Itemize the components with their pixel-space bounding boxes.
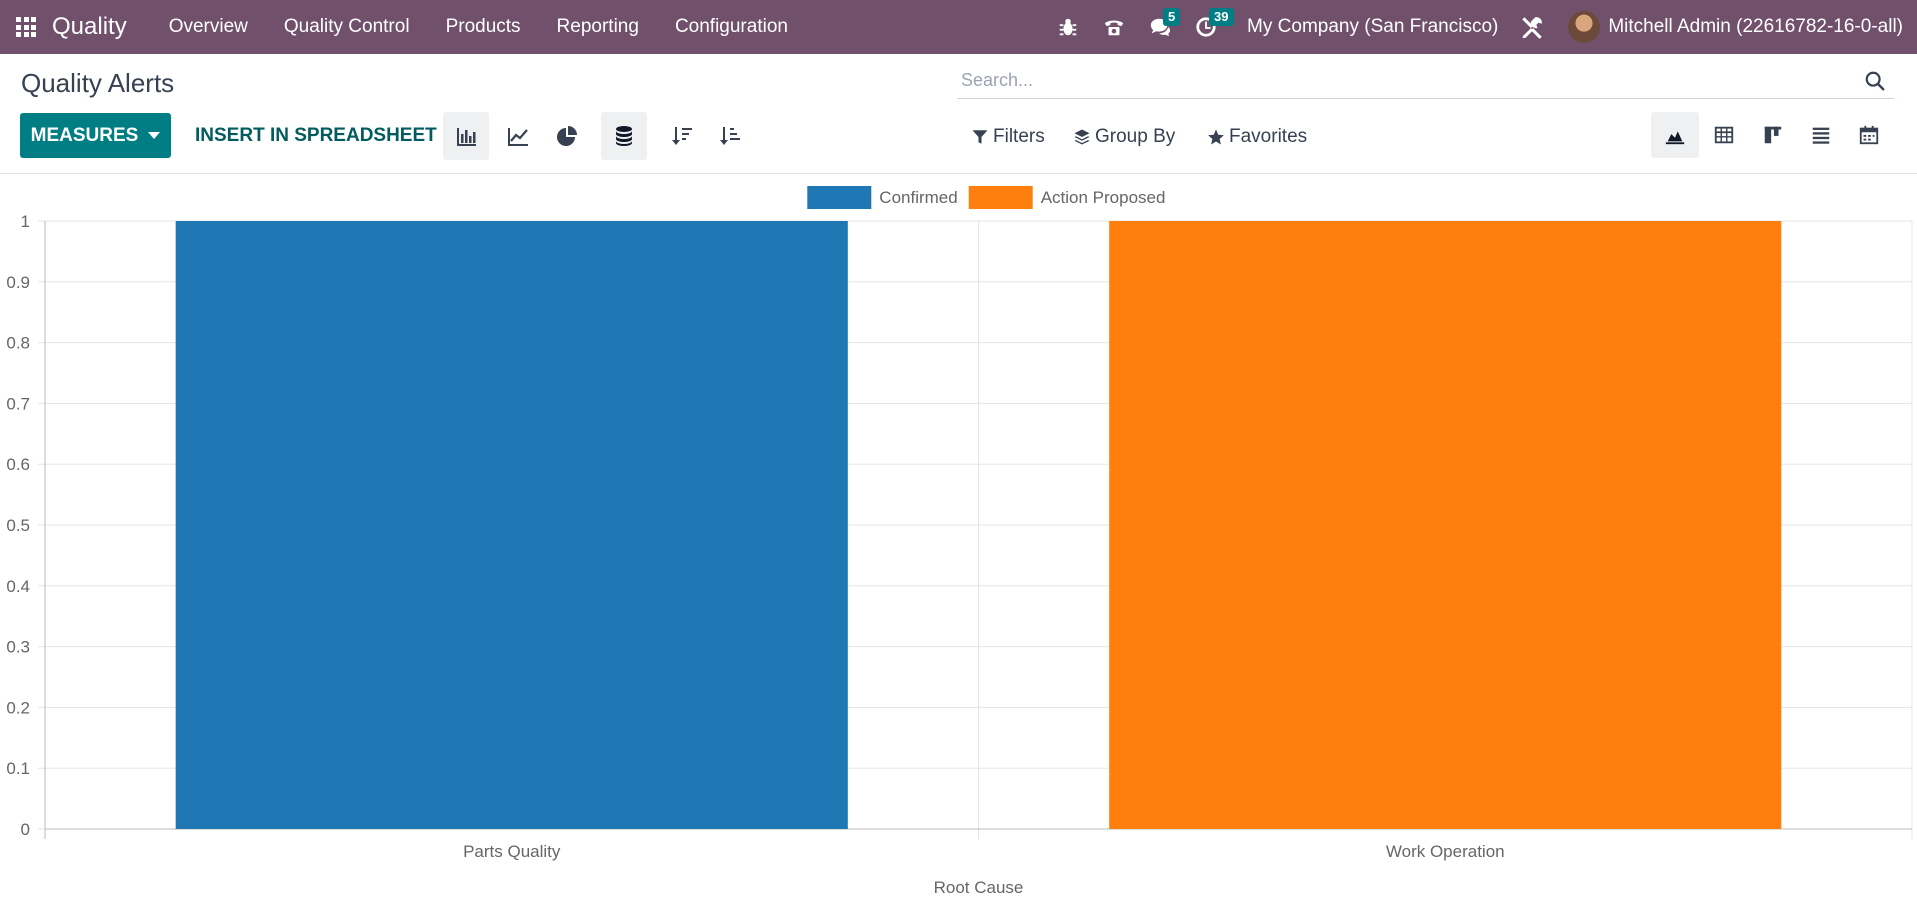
graph-view: 0 0.1 0.2 0.3 0.4 0.5 0.6 0.7 0.8 0.9 1 Parts Quali… (0, 174, 1917, 903)
menu-item-quality-control[interactable]: Quality Control (283, 16, 410, 37)
bar-chart: 0 0.1 0.2 0.3 0.4 0.5 0.6 0.7 0.8 0.9 1 Parts Quali… (6, 186, 1913, 897)
y-tick-label: 0.6 (6, 455, 30, 474)
group-by-label: Group By (1095, 126, 1176, 147)
y-tick-label: 1 (21, 212, 30, 231)
bar-chart-button[interactable] (443, 112, 489, 160)
bar-confirmed (175, 221, 848, 829)
legend-swatch (807, 186, 872, 209)
menu-item-overview[interactable]: Overview (168, 16, 248, 37)
debug-bug-icon[interactable] (1045, 0, 1091, 54)
y-tick-label: 0.8 (6, 334, 30, 353)
top-navbar: Quality Overview Quality Control Product… (0, 0, 1917, 54)
y-tick-label: 0.1 (6, 759, 30, 778)
sort-ascending-icon (720, 127, 740, 145)
table-icon (1714, 126, 1734, 144)
favorites-label: Favorites (1229, 126, 1308, 147)
app-brand[interactable]: Quality (52, 13, 127, 40)
filter-icon (972, 130, 988, 144)
systray: 5 39 My Company (San Francisco) Mitchell… (1045, 0, 1917, 54)
y-tick-label: 0.7 (6, 394, 30, 413)
stacked-toggle-button[interactable] (601, 112, 647, 160)
view-kanban-button[interactable] (1749, 112, 1797, 158)
user-menu[interactable]: Mitchell Admin (22616782-16-0-all) (1552, 11, 1917, 43)
avatar (1568, 11, 1601, 43)
filters-label: Filters (993, 126, 1045, 147)
view-calendar-button[interactable] (1845, 112, 1893, 158)
kanban-icon (1764, 126, 1782, 144)
favorites-button[interactable]: Favorites (1207, 124, 1307, 150)
area-chart-icon (1665, 131, 1685, 145)
y-tick-label: 0.5 (6, 516, 30, 535)
activities-count-badge: 39 (1209, 8, 1234, 26)
star-icon (1208, 129, 1224, 145)
pie-chart-icon (557, 126, 577, 146)
app-menu-icon[interactable] (0, 0, 52, 54)
layers-icon (1074, 129, 1090, 145)
legend-swatch (968, 186, 1033, 209)
x-axis-title: Root Cause (934, 878, 1024, 897)
bar-action-proposed (1109, 221, 1782, 829)
list-icon (1812, 127, 1830, 144)
menu-item-configuration[interactable]: Configuration (674, 16, 788, 37)
view-list-button[interactable] (1797, 112, 1845, 158)
y-tick-label: 0.2 (6, 698, 30, 717)
search-bar (957, 63, 1894, 99)
messages-count-badge: 5 (1163, 8, 1181, 26)
x-tick-label: Parts Quality (463, 842, 561, 861)
sort-ascending-button[interactable] (707, 112, 753, 160)
insert-in-spreadsheet-button[interactable]: INSERT IN SPREADSHEET (195, 124, 437, 146)
view-graph-button[interactable] (1651, 112, 1699, 158)
sort-descending-button[interactable] (659, 112, 705, 160)
tools-icon[interactable] (1512, 0, 1552, 54)
y-tick-label: 0.9 (6, 273, 30, 292)
company-switcher[interactable]: My Company (San Francisco) (1247, 16, 1499, 37)
menu-item-products[interactable]: Products (445, 16, 521, 37)
activities-clock-icon[interactable]: 39 (1183, 0, 1234, 54)
calendar-icon (1859, 125, 1879, 145)
y-tick-label: 0.3 (6, 638, 30, 657)
sort-descending-icon (672, 127, 692, 145)
menu-item-reporting[interactable]: Reporting (556, 16, 639, 37)
control-panel: Quality Alerts MEASURES INSERT IN SPREAD… (0, 54, 1917, 174)
page-title: Quality Alerts (21, 68, 175, 98)
pie-chart-button[interactable] (544, 112, 590, 160)
bar-chart-icon (457, 128, 476, 146)
search-input[interactable] (957, 70, 1837, 91)
view-pivot-button[interactable] (1700, 112, 1748, 158)
group-by-button[interactable]: Group By (1073, 124, 1175, 150)
filters-button[interactable]: Filters (971, 124, 1045, 150)
x-tick-label: Work Operation (1386, 842, 1505, 861)
measures-label: MEASURES (30, 124, 139, 146)
user-name: Mitchell Admin (22616782-16-0-all) (1608, 16, 1903, 37)
line-chart-icon (508, 128, 528, 146)
legend-label: Confirmed (879, 188, 957, 207)
measures-button[interactable]: MEASURES (20, 113, 171, 158)
y-tick-label: 0 (21, 820, 30, 839)
messages-icon[interactable]: 5 (1137, 0, 1183, 54)
y-tick-label: 0.4 (6, 577, 30, 596)
main-menu: Overview Quality Control Products Report… (151, 0, 806, 54)
line-chart-button[interactable] (495, 112, 541, 160)
legend-label: Action Proposed (1041, 188, 1166, 207)
caret-down-icon (148, 132, 161, 139)
phone-icon[interactable] (1091, 0, 1137, 54)
database-stack-icon (616, 126, 632, 146)
search-icon[interactable] (1864, 70, 1886, 92)
